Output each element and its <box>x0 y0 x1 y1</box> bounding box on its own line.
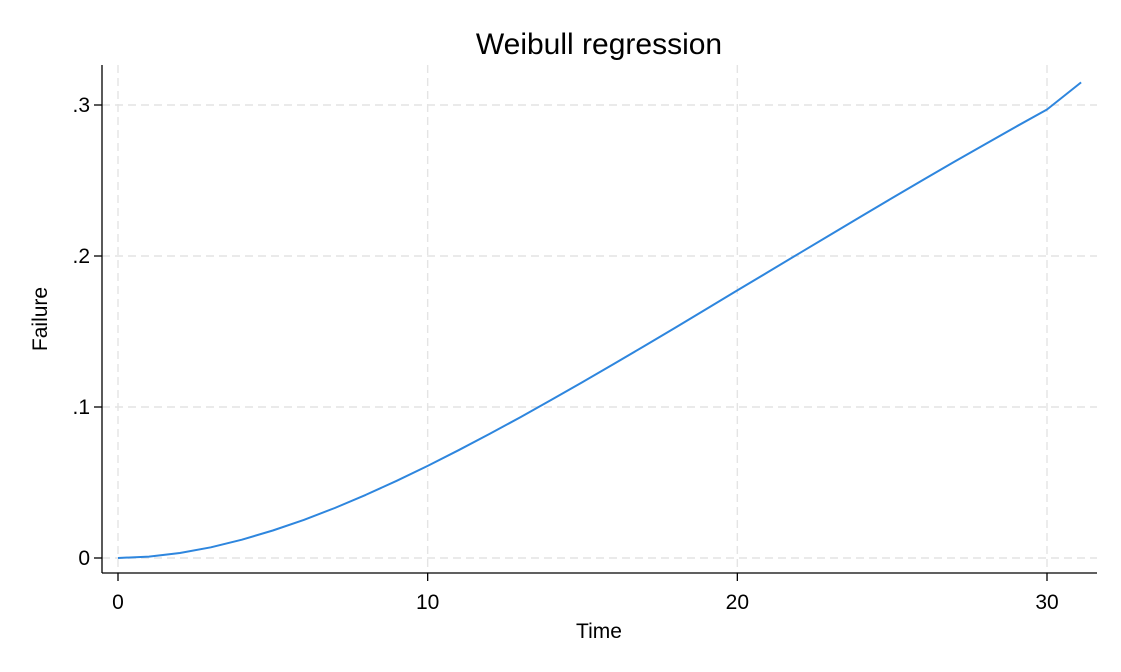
x-tick-label-3: 30 <box>1035 591 1058 614</box>
series-layer <box>117 81 1082 559</box>
x-tick-label-2: 20 <box>726 591 749 614</box>
series-line-0 <box>117 81 1082 559</box>
y-tick-label-2: .2 <box>72 245 90 268</box>
grid <box>102 65 1097 573</box>
y-ticks: 0 .1 .2 .3 <box>72 94 102 570</box>
x-tick-label-0: 0 <box>112 591 124 614</box>
x-tick-label-1: 10 <box>416 591 439 614</box>
x-axis-label: Time <box>576 620 622 643</box>
chart-title: Weibull regression <box>476 28 722 61</box>
y-tick-label-1: .1 <box>72 396 90 419</box>
y-tick-label-0: 0 <box>78 547 90 570</box>
y-tick-label-3: .3 <box>72 94 90 117</box>
y-axis-label: Failure <box>29 287 52 351</box>
x-ticks: 0 10 20 30 <box>112 573 1059 614</box>
